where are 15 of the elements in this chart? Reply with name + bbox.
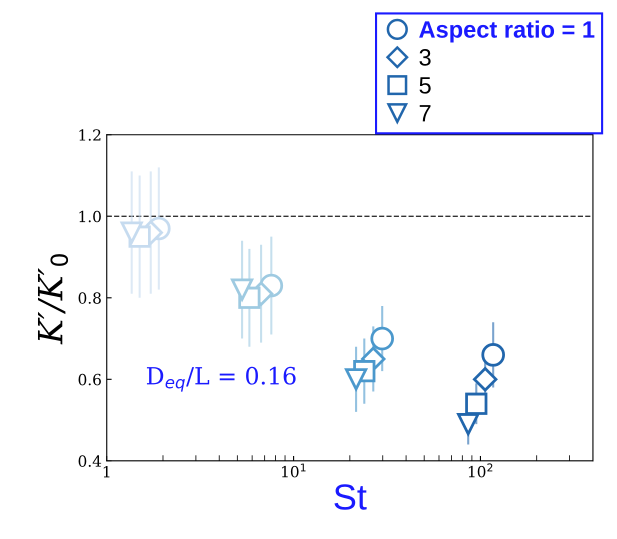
- y-tick-label: 1.2: [79, 129, 100, 141]
- x-tick-label: 10$^{2}$: [468, 463, 492, 478]
- y-tick-label: 0.6: [78, 374, 101, 386]
- y-axis-title: K′/K′$_{0}$: [38, 254, 68, 344]
- x-axis-title: St: [334, 484, 367, 510]
- y-tick-label: 0.4: [78, 455, 102, 467]
- legend-label: Aspect ratio = 1: [419, 20, 594, 43]
- y-tick-label: 0.8: [78, 292, 101, 304]
- x-tick-label: 1: [104, 466, 110, 478]
- x-tick-label: 10$^{1}$: [282, 464, 306, 478]
- legend-label: 7: [420, 105, 430, 122]
- y-tick-label: 1.0: [79, 210, 101, 222]
- annotation: D$_{eq}$/L = 0.16: [146, 366, 296, 392]
- legend-label: 3: [419, 49, 431, 66]
- legend-label: 5: [419, 77, 431, 94]
